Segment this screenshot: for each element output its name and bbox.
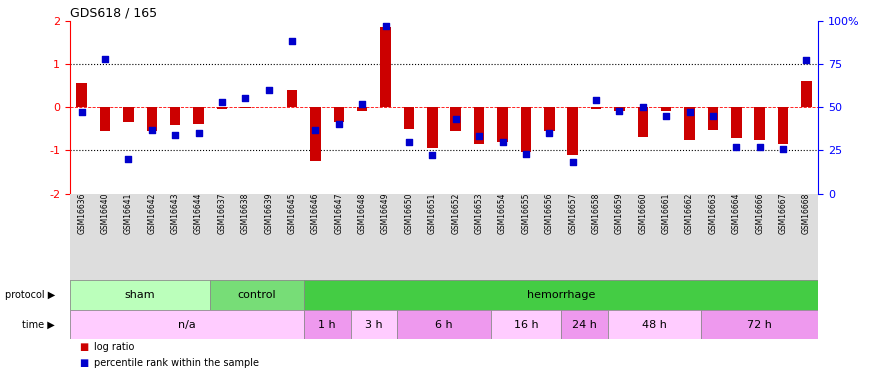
Text: log ratio: log ratio xyxy=(94,342,135,352)
Bar xyxy=(287,90,298,107)
Bar xyxy=(638,107,648,137)
Point xyxy=(98,56,112,62)
Bar xyxy=(491,310,561,339)
Bar xyxy=(451,107,461,131)
Point xyxy=(285,38,299,44)
Bar xyxy=(100,107,110,131)
Point xyxy=(262,87,276,93)
Text: 16 h: 16 h xyxy=(514,320,538,330)
Bar xyxy=(397,310,491,339)
Bar xyxy=(403,107,414,129)
Text: 48 h: 48 h xyxy=(642,320,667,330)
Point xyxy=(122,156,136,162)
Bar xyxy=(497,107,507,142)
Bar xyxy=(170,107,180,125)
Point xyxy=(74,109,88,115)
Point xyxy=(473,134,487,140)
Point xyxy=(145,126,159,132)
Bar xyxy=(731,107,741,138)
Bar xyxy=(661,107,671,111)
Point xyxy=(636,104,650,110)
Bar xyxy=(544,107,555,131)
Text: protocol ▶: protocol ▶ xyxy=(4,290,55,300)
Point xyxy=(402,139,416,145)
Point xyxy=(449,116,463,122)
Text: n/a: n/a xyxy=(178,320,196,330)
Bar xyxy=(474,107,485,144)
Text: ■: ■ xyxy=(79,342,88,352)
Text: hemorrhage: hemorrhage xyxy=(527,290,595,300)
Point xyxy=(519,151,533,157)
Point xyxy=(238,95,252,101)
Bar xyxy=(381,27,391,107)
Bar xyxy=(147,107,158,131)
Point xyxy=(729,144,743,150)
Bar xyxy=(778,107,788,144)
Text: 1 h: 1 h xyxy=(318,320,336,330)
Bar xyxy=(217,107,228,109)
Text: sham: sham xyxy=(125,290,156,300)
Bar xyxy=(311,107,321,161)
Point xyxy=(776,146,790,152)
Bar xyxy=(193,107,204,123)
Bar xyxy=(76,83,87,107)
Point xyxy=(332,122,346,128)
Bar xyxy=(123,107,134,122)
Bar xyxy=(567,107,578,154)
Point xyxy=(542,130,556,136)
Point xyxy=(659,113,673,119)
Bar xyxy=(608,310,701,339)
Text: control: control xyxy=(238,290,276,300)
Bar xyxy=(684,107,695,140)
Point xyxy=(215,99,229,105)
Text: 72 h: 72 h xyxy=(747,320,772,330)
Point xyxy=(495,139,509,145)
Bar xyxy=(701,310,818,339)
Bar xyxy=(561,310,608,339)
Bar xyxy=(70,280,210,310)
Text: 6 h: 6 h xyxy=(435,320,453,330)
Bar xyxy=(521,107,531,153)
Point xyxy=(565,159,579,165)
Point xyxy=(379,23,393,29)
Bar xyxy=(210,280,304,310)
Bar xyxy=(591,107,601,109)
Text: percentile rank within the sample: percentile rank within the sample xyxy=(94,358,260,368)
Bar xyxy=(333,107,344,122)
Text: ■: ■ xyxy=(79,358,88,368)
Point xyxy=(800,57,814,63)
Point xyxy=(706,113,720,119)
Point xyxy=(752,144,766,150)
Bar xyxy=(70,310,304,339)
Text: 3 h: 3 h xyxy=(365,320,382,330)
Point xyxy=(612,108,626,114)
Bar xyxy=(240,107,250,108)
Bar xyxy=(802,81,812,107)
Point xyxy=(309,126,323,132)
Point xyxy=(192,130,206,136)
Point xyxy=(589,97,603,103)
Bar xyxy=(304,280,818,310)
Text: time ▶: time ▶ xyxy=(22,320,55,330)
Bar xyxy=(304,310,351,339)
Text: GDS618 / 165: GDS618 / 165 xyxy=(70,6,158,20)
Point xyxy=(425,153,439,159)
Bar xyxy=(708,107,718,129)
Text: 24 h: 24 h xyxy=(572,320,597,330)
Bar xyxy=(357,107,368,111)
Point xyxy=(355,100,369,106)
Point xyxy=(168,132,182,138)
Bar xyxy=(754,107,765,140)
Point xyxy=(682,109,696,115)
Bar xyxy=(614,107,625,111)
Bar xyxy=(427,107,438,148)
Bar xyxy=(351,310,397,339)
